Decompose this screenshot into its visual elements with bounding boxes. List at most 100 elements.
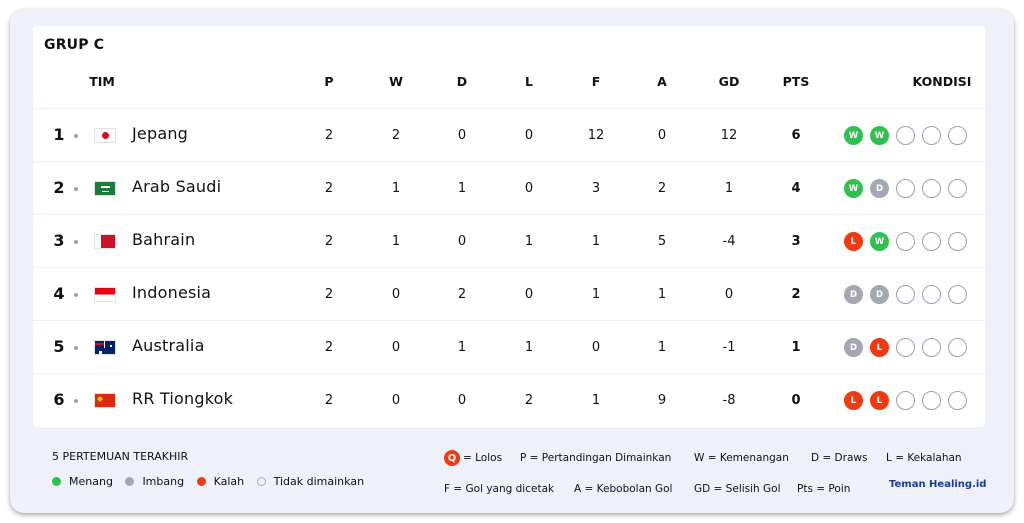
key-l: L = Kekalahan	[886, 452, 962, 464]
cell-p: 2	[324, 393, 334, 408]
cell-p: 2	[324, 340, 334, 355]
header-p: P	[324, 74, 334, 89]
key-d: D = Draws	[811, 452, 868, 464]
china-flag-icon	[94, 393, 116, 408]
not-played-dot-icon	[256, 477, 266, 486]
form-result-empty	[922, 285, 941, 304]
status-dot-icon	[74, 346, 78, 350]
cell-f: 0	[591, 340, 601, 355]
legend-label: Imbang	[142, 475, 185, 488]
header-f: F	[591, 74, 601, 89]
cell-pts: 0	[791, 393, 801, 408]
legend-loss: Kalah	[196, 475, 244, 488]
cell-l: 1	[524, 340, 534, 355]
form-result-empty	[896, 338, 915, 357]
japan-flag-icon	[94, 128, 116, 143]
header-team: TIM	[89, 74, 115, 89]
form-result-empty	[922, 391, 941, 410]
legend-draw: Imbang	[125, 475, 184, 488]
form-result-w: W	[870, 126, 889, 145]
draw-dot-icon	[125, 477, 135, 486]
header-l: L	[525, 74, 533, 89]
form-result-empty	[922, 126, 941, 145]
cell-gd: 0	[724, 287, 734, 302]
indonesia-flag-icon	[94, 287, 116, 302]
form-result-empty	[922, 232, 941, 251]
australia-flag-icon	[94, 340, 116, 355]
rank: 5	[53, 337, 65, 356]
header-form: KONDISI	[912, 74, 972, 89]
key-q: Q = Lolos	[444, 450, 502, 466]
form-result-empty	[948, 285, 967, 304]
table-row[interactable]: 2 Arab Saudi 2 1 1 0 3 2 1 4 W D	[33, 161, 985, 214]
form-result-empty	[896, 232, 915, 251]
team-name[interactable]: Indonesia	[132, 283, 212, 302]
cell-a: 0	[657, 128, 667, 143]
table-row[interactable]: 3 Bahrain 2 1 0 1 1 5 -4 3 L W	[33, 214, 985, 267]
cell-d: 1	[457, 181, 467, 196]
header-gd: GD	[718, 74, 740, 89]
cell-p: 2	[324, 128, 334, 143]
status-dot-icon	[74, 134, 78, 138]
form-result-l: L	[844, 391, 863, 410]
cell-gd: -4	[722, 234, 736, 249]
form-result-empty	[896, 126, 915, 145]
cell-d: 1	[457, 340, 467, 355]
cell-d: 0	[457, 393, 467, 408]
rank: 2	[53, 178, 65, 197]
form-result-empty	[922, 179, 941, 198]
header-a: A	[657, 74, 667, 89]
cell-a: 5	[657, 234, 667, 249]
legend-win: Menang	[52, 475, 113, 488]
header-w: W	[389, 74, 403, 89]
table-row[interactable]: 5 Australia 2 0 1 1 0 1 -1 1 D L	[33, 320, 985, 373]
status-dot-icon	[74, 187, 78, 191]
table-row[interactable]: 1 Jepang 2 2 0 0 12 0 12 6 W W	[33, 108, 985, 161]
cell-l: 0	[524, 287, 534, 302]
rank: 4	[53, 284, 65, 303]
status-dot-icon	[74, 399, 78, 403]
form-legend: Menang Imbang Kalah Tidak dimainkan	[52, 475, 373, 489]
form-result-l: L	[844, 232, 863, 251]
key-w: W = Kemenangan	[694, 452, 789, 464]
table-row[interactable]: 6 RR Tiongkok 2 0 0 2 1 9 -8 0 L L	[33, 373, 985, 426]
team-name[interactable]: Bahrain	[132, 230, 196, 249]
cell-gd: 12	[720, 128, 738, 143]
key-gd: GD = Selisih Gol	[694, 483, 781, 495]
team-name[interactable]: Arab Saudi	[132, 177, 222, 196]
form-result-empty	[922, 338, 941, 357]
cell-w: 2	[391, 128, 401, 143]
logo-text: Teman Healing.id	[889, 479, 987, 490]
form-result-empty	[896, 391, 915, 410]
cell-a: 2	[657, 181, 667, 196]
form-result-d: D	[870, 285, 889, 304]
form-result-empty	[948, 338, 967, 357]
cell-l: 0	[524, 181, 534, 196]
team-name[interactable]: Australia	[132, 336, 205, 355]
cell-d: 0	[457, 234, 467, 249]
key-q-label: = Lolos	[463, 452, 503, 464]
cell-f: 1	[591, 234, 601, 249]
cell-l: 2	[524, 393, 534, 408]
rank: 6	[53, 390, 65, 409]
key-p: P = Pertandingan Dimainkan	[520, 452, 672, 464]
key-f: F = Gol yang dicetak	[444, 483, 555, 495]
cell-d: 2	[457, 287, 467, 302]
team-name[interactable]: Jepang	[132, 124, 189, 143]
table-row[interactable]: 4 Indonesia 2 0 2 0 1 1 0 2 D D	[33, 267, 985, 320]
cell-p: 2	[324, 181, 334, 196]
loss-dot-icon	[196, 477, 206, 486]
teman-healing-logo: Teman Healing.id	[889, 479, 986, 490]
win-dot-icon	[52, 477, 61, 486]
cell-w: 0	[391, 287, 401, 302]
cell-w: 1	[391, 181, 401, 196]
cell-f: 1	[591, 393, 601, 408]
cell-pts: 2	[791, 287, 801, 302]
standings-card: GRUP C TIM P W D L F A GD PTS KONDISI 1 …	[33, 26, 985, 427]
team-name[interactable]: RR Tiongkok	[132, 389, 234, 408]
